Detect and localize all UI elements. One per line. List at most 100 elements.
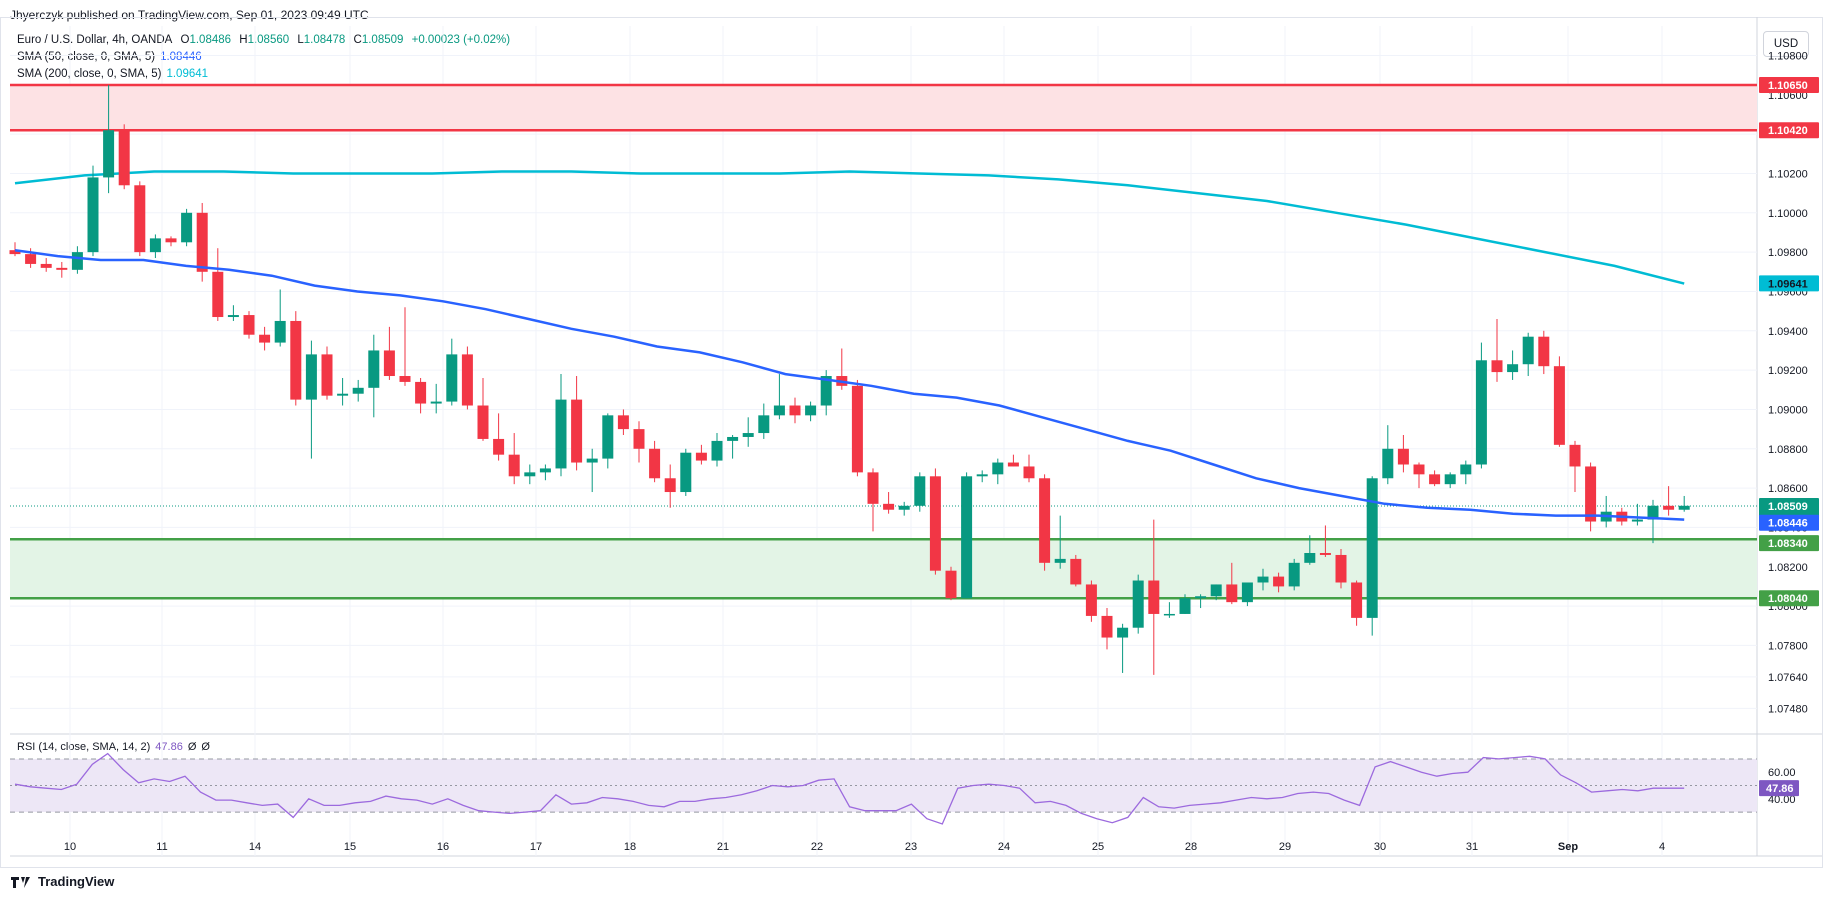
candle-bearish (1429, 470, 1441, 487)
candle-body (290, 320, 302, 400)
candle-body (1382, 448, 1394, 479)
candle-body (1257, 576, 1269, 583)
candle-bearish (165, 236, 177, 247)
svg-text:47.86: 47.86 (1766, 783, 1794, 795)
candle-bullish (1444, 472, 1456, 489)
ohlc-low: L1.08478 (297, 34, 346, 46)
candle-bullish (961, 472, 973, 599)
x-tick-label: 28 (1185, 841, 1197, 853)
candle-body (1460, 464, 1472, 475)
candle-bullish (914, 472, 926, 512)
y-tick-label: 1.08600 (1768, 483, 1808, 495)
candle-bearish (664, 464, 676, 508)
ohlc-close: C1.08509 (353, 34, 404, 46)
candle-body (259, 334, 271, 343)
candle-body (727, 436, 739, 441)
candle-body (758, 415, 770, 434)
currency-button[interactable]: USD (1763, 31, 1809, 57)
candle-bullish (1366, 476, 1378, 636)
candle-bullish (773, 374, 785, 420)
sma200-legend[interactable]: SMA (200, close, 0, SMA, 5) 1.09641 (17, 68, 209, 80)
x-tick-label: 10 (64, 841, 76, 853)
x-tick-label: 16 (437, 841, 449, 853)
candle-body (867, 472, 879, 504)
candle-bearish (1085, 580, 1097, 622)
candle-body (352, 387, 364, 394)
svg-text:1.10420: 1.10420 (1768, 125, 1808, 137)
candle-body (1195, 596, 1207, 599)
candle-body (9, 250, 21, 255)
candle-bullish (1163, 602, 1175, 618)
candle-body (1304, 552, 1316, 563)
candle-bullish (992, 458, 1004, 485)
candle-body (212, 271, 224, 318)
x-tick-label: 22 (811, 841, 823, 853)
candle-bearish (1553, 356, 1565, 447)
candle-bullish (1460, 460, 1472, 485)
y-tick-label: 1.10800 (1768, 50, 1808, 62)
candle-body (430, 401, 442, 404)
candle-body (149, 238, 161, 253)
candle-bullish (149, 234, 161, 259)
candle-bullish (742, 417, 754, 447)
candle-bearish (695, 444, 707, 465)
candle-body (415, 381, 427, 404)
y-tick-label: 1.07800 (1768, 640, 1808, 652)
x-tick-label: 15 (344, 841, 356, 853)
sma200-value: 1.09641 (166, 68, 209, 80)
svg-text:1.10650: 1.10650 (1768, 80, 1808, 92)
candle-bullish (1210, 584, 1222, 601)
candle-bullish (555, 374, 567, 477)
tradingview-logo[interactable]: TradingView (10, 874, 114, 889)
candle-body (555, 399, 567, 469)
rsi-tick-label: 40.00 (1768, 794, 1796, 806)
candle-bullish (1382, 425, 1394, 485)
candle-body (1085, 584, 1097, 616)
candle-body (493, 438, 505, 455)
candle-body (1647, 505, 1659, 520)
candle-body (25, 254, 37, 264)
candle-body (1179, 598, 1191, 614)
candle-bullish (71, 246, 83, 274)
candle-bullish (430, 383, 442, 414)
candle-bearish (196, 202, 208, 282)
candle-bullish (1179, 594, 1191, 614)
candle-bearish (259, 326, 271, 351)
candle-body (1585, 466, 1597, 522)
candle-body (851, 385, 863, 473)
candle-body (1491, 360, 1503, 373)
candle-body (508, 454, 520, 477)
rsi-line (14, 752, 1685, 825)
candle-body (1070, 558, 1082, 585)
candle-body (1678, 505, 1690, 510)
candle-bearish (945, 566, 957, 601)
y-tick-label: 1.08800 (1768, 444, 1808, 456)
symbol-legend: Euro / U.S. Dollar, 4h, OANDA O1.08486 H… (17, 34, 515, 46)
resistance-top-label: 1.10650 (1759, 76, 1819, 93)
candle-bearish (290, 311, 302, 406)
candle-bearish (851, 379, 863, 477)
candle-bearish (1569, 440, 1581, 493)
candle-body (56, 267, 68, 270)
candle-bearish (929, 468, 941, 575)
candle-body (617, 415, 629, 430)
candle-body (914, 476, 926, 506)
candle-bearish (1351, 580, 1363, 626)
candle-bearish (867, 468, 879, 532)
candle-body (789, 405, 801, 416)
candle-body (1117, 627, 1129, 638)
candle-body (805, 405, 817, 416)
publish-header: Jhyerczyk published on TradingView.com, … (10, 8, 369, 22)
sma50-legend[interactable]: SMA (50, close, 0, SMA, 5) 1.08446 (17, 51, 202, 63)
x-tick-label: 14 (249, 841, 261, 853)
candle-bullish (586, 448, 598, 493)
candle-body (1663, 505, 1675, 510)
candle-bullish (727, 435, 739, 459)
candle-bullish (274, 289, 286, 347)
candle-bullish (227, 305, 239, 321)
symbol-name[interactable]: Euro / U.S. Dollar, 4h, OANDA (17, 34, 173, 46)
ohlc-open: O1.08486 (180, 34, 232, 46)
candle-body (103, 130, 115, 178)
candle-body (1054, 558, 1066, 563)
